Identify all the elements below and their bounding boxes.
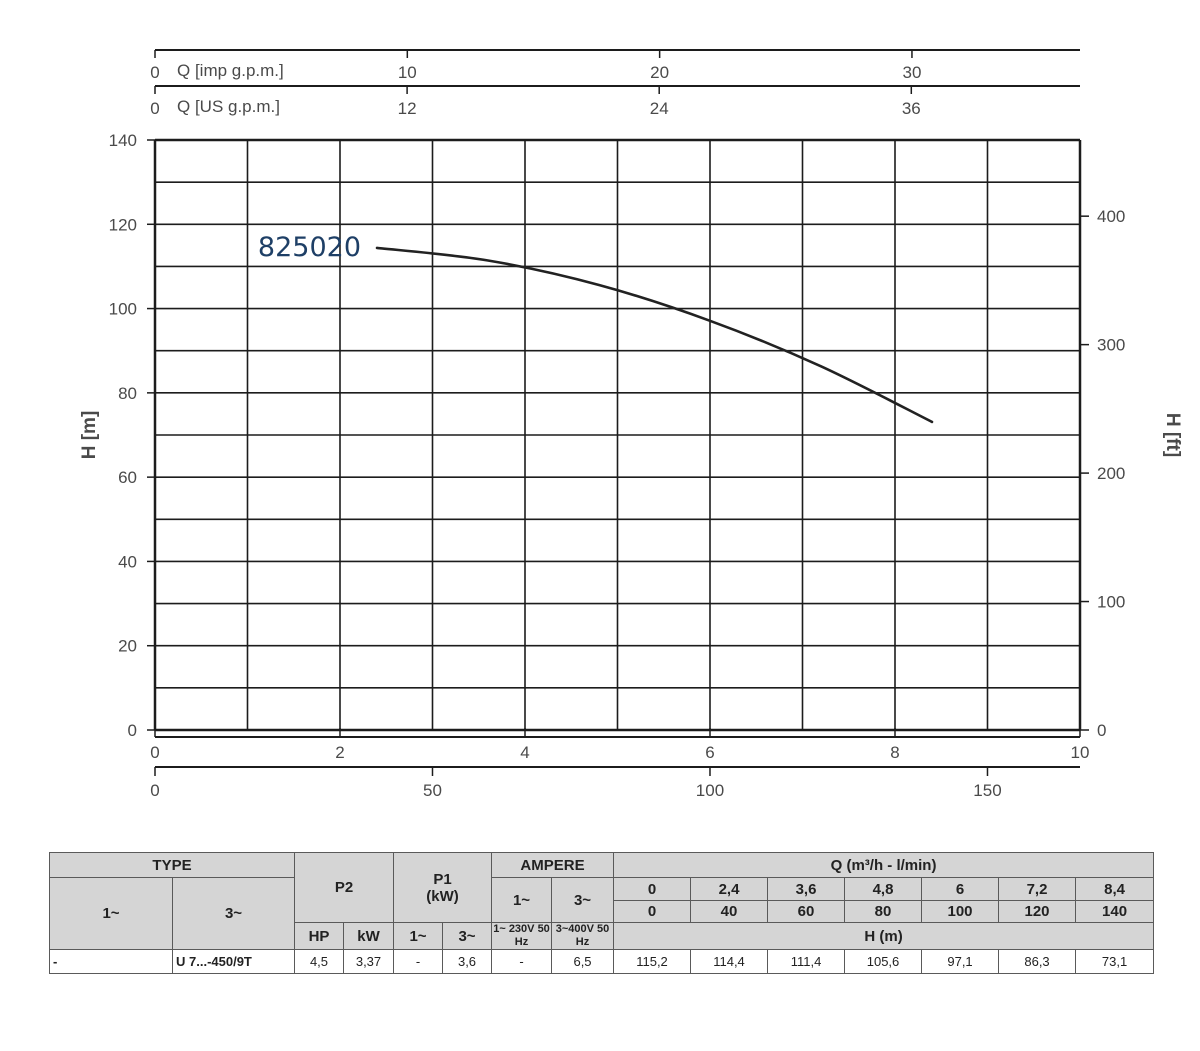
h-header: H (m) — [613, 922, 1155, 950]
y-right-tick-label: 100 — [1097, 593, 1125, 612]
x-tick-label: 6 — [705, 743, 714, 762]
y-tick-label: 0 — [128, 721, 137, 740]
series-line — [375, 246, 934, 424]
y-tick-label: 120 — [109, 215, 137, 234]
q-m3h-cell: 4,8 — [844, 877, 923, 901]
q-m3h-cell: 6 — [921, 877, 1000, 901]
kw-header: kW — [342, 922, 395, 950]
top-axis-tick-label: 24 — [650, 99, 669, 118]
y-tick-label: 40 — [118, 552, 137, 571]
q-lmin-cell: 120 — [998, 900, 1077, 923]
type-3-phase-header: 3~ — [172, 877, 295, 950]
y-tick-label: 140 — [109, 131, 137, 150]
top-axis-tick-label: 0 — [150, 63, 159, 82]
ampere-3-phase-sub: 3~400V 50 Hz — [551, 922, 615, 950]
y-axis-title: H [m] — [79, 411, 100, 460]
type-header: TYPE — [49, 852, 295, 878]
p1-3-phase-value: 3,6 — [442, 949, 493, 974]
pump-curve-chart: 0 20 40 60 80 100 120 140 H [m] 0 100 200 300 400 H [f… — [79, 49, 1183, 800]
hp-header: HP — [294, 922, 344, 950]
ampere-3-phase-value: 6,5 — [551, 949, 615, 974]
y-tick-label: 100 — [109, 300, 137, 319]
y-right-tick-label: 200 — [1097, 464, 1125, 483]
p1-unit: (kW) — [426, 887, 459, 905]
x-lmin-tick-label: 0 — [150, 781, 159, 800]
q-m3h-cell: 8,4 — [1075, 877, 1155, 901]
top-axis-tick-label: 12 — [398, 99, 417, 118]
q-m3h-cell: 2,4 — [690, 877, 769, 901]
x-tick-label: 0 — [150, 743, 159, 762]
q-m3h-cell: 3,6 — [767, 877, 846, 901]
h-value-cell: 105,6 — [844, 949, 923, 974]
top-axis-tick-label: 30 — [902, 63, 921, 82]
chart-grid — [153, 138, 1082, 732]
p1-1-phase-header: 1~ — [393, 922, 444, 950]
p1-header: P1 (kW) — [393, 852, 493, 923]
h-value-cell: 97,1 — [921, 949, 1000, 974]
y-right-tick-label: 0 — [1097, 721, 1106, 740]
type-1-phase-value: - — [49, 949, 173, 974]
top-axis-tick-label: 10 — [398, 63, 417, 82]
ampere-1-phase-value: - — [491, 949, 553, 974]
q-m3h-cell: 7,2 — [998, 877, 1077, 901]
type-3-phase-value: U 7...-450/9T — [172, 949, 295, 974]
q-lmin-cell: 80 — [844, 900, 923, 923]
q-lmin-cell: 0 — [613, 900, 692, 923]
x-lmin-tick-label: 150 — [973, 781, 1001, 800]
y-right-tick-label: 300 — [1097, 336, 1125, 355]
ampere-header: AMPERE — [491, 852, 615, 878]
q-lmin-cell: 100 — [921, 900, 1000, 923]
ampere-1-phase-header: 1~ — [491, 877, 553, 923]
performance-table: TYPE P2 P1 (kW) AMPERE Q (m³/h - l/min) … — [49, 852, 1155, 974]
q-lmin-cell: 60 — [767, 900, 846, 923]
p1-1-phase-value: - — [393, 949, 444, 974]
h-value-cell: 115,2 — [613, 949, 692, 974]
x-lmin-tick-label: 100 — [696, 781, 724, 800]
q-lmin-cell: 40 — [690, 900, 769, 923]
h-value-cell: 73,1 — [1075, 949, 1155, 974]
table-row: - U 7...-450/9T 4,5 3,37 - 3,6 - 6,5 115… — [49, 949, 1155, 974]
q-lmin-cell: 140 — [1075, 900, 1155, 923]
performance-table-wrap: TYPE P2 P1 (kW) AMPERE Q (m³/h - l/min) … — [49, 852, 1155, 974]
h-value-cell: 111,4 — [767, 949, 846, 974]
p1-label: P1 — [433, 870, 452, 888]
top-axis-title: Q [US g.p.m.] — [177, 97, 280, 116]
top-axis-tick-label: 36 — [902, 99, 921, 118]
kw-value: 3,37 — [342, 949, 395, 974]
top-axis-tick-label: 20 — [650, 63, 669, 82]
chart-series: 825020 — [258, 232, 934, 424]
top-axis-tick-label: 0 — [150, 99, 159, 118]
x-tick-label: 2 — [335, 743, 344, 762]
y-tick-label: 20 — [118, 637, 137, 656]
x-tick-label: 10 — [1071, 743, 1090, 762]
y-tick-label: 60 — [118, 468, 137, 487]
type-1-phase-header: 1~ — [49, 877, 173, 950]
x-tick-label: 8 — [890, 743, 899, 762]
h-value-cell: 114,4 — [690, 949, 769, 974]
y-tick-label: 80 — [118, 384, 137, 403]
p2-header: P2 — [293, 852, 395, 923]
q-header: Q (m³/h - l/min) — [613, 852, 1155, 878]
ampere-1-phase-sub: 1~ 230V 50 Hz — [491, 922, 553, 950]
top-axis-title: Q [imp g.p.m.] — [177, 61, 284, 80]
h-value-cell: 86,3 — [998, 949, 1077, 974]
x-lmin-tick-label: 50 — [423, 781, 442, 800]
p1-3-phase-header: 3~ — [442, 922, 493, 950]
ampere-3-phase-header: 3~ — [551, 877, 615, 923]
y-right-axis-title: H [ft] — [1162, 413, 1183, 457]
series-label: 825020 — [258, 232, 361, 263]
x-tick-label: 4 — [520, 743, 529, 762]
y-right-tick-label: 400 — [1097, 207, 1125, 226]
hp-value: 4,5 — [294, 949, 344, 974]
q-m3h-cell: 0 — [613, 877, 692, 901]
